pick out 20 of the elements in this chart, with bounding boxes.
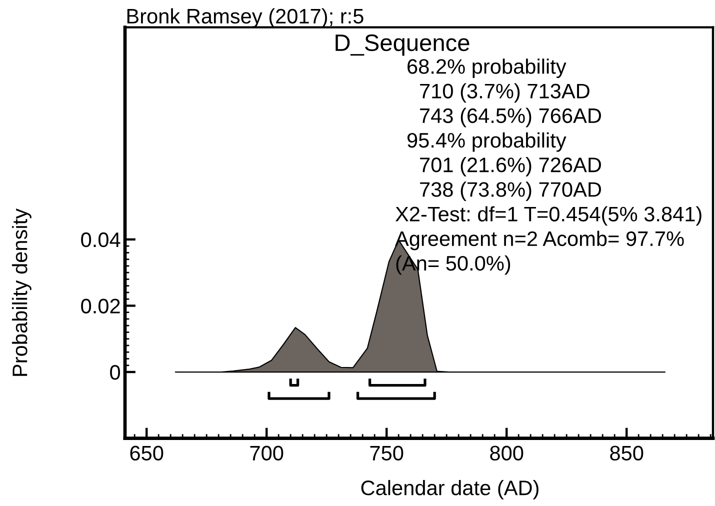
y-tick-label: 0.02 bbox=[81, 298, 120, 314]
annotation: Agreement n=2 Acomb= 97.7% bbox=[395, 230, 684, 250]
annotation: 701 (21.6%) 726AD bbox=[420, 156, 601, 176]
chart-title: D_Sequence bbox=[336, 34, 470, 56]
annotation: 738 (73.8%) 770AD bbox=[420, 182, 601, 201]
y-axis-title: Probability density bbox=[12, 208, 32, 376]
annotation: X2-Test: df=1 T=0.454(5% 3.841) bbox=[395, 206, 702, 226]
annotation: 743 (64.5%) 766AD bbox=[420, 108, 601, 128]
y-tick-label: 0 bbox=[110, 365, 120, 380]
x-tick-label: 750 bbox=[370, 446, 404, 461]
x-tick-label: 800 bbox=[490, 446, 524, 461]
x-axis-title: Calendar date (AD) bbox=[361, 480, 538, 500]
annotation: Bronk Ramsey (2017); r:5 bbox=[127, 8, 364, 28]
annotation: 710 (3.7%) 713AD bbox=[420, 83, 590, 103]
x-tick-label: 650 bbox=[130, 446, 164, 461]
annotation: 68.2% probability bbox=[408, 58, 566, 78]
annotation: 95.4% probability bbox=[407, 132, 566, 152]
x-tick-label: 700 bbox=[250, 446, 284, 461]
y-tick-label: 0.04 bbox=[81, 232, 120, 248]
x-tick-label: 850 bbox=[610, 446, 644, 461]
